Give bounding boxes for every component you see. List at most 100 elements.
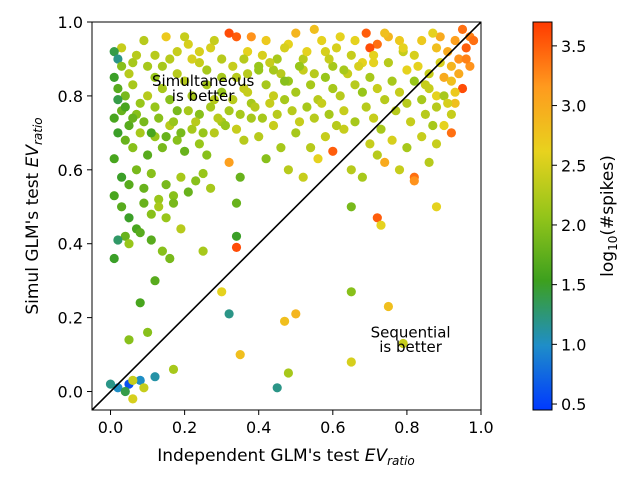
- colorbar-tick-label-0: 0.5: [561, 395, 586, 414]
- data-point-276: [443, 98, 453, 108]
- data-point-213: [157, 61, 167, 71]
- data-point-261: [294, 117, 305, 127]
- data-point-2: [450, 35, 460, 46]
- data-point-150: [109, 154, 119, 164]
- data-point-229: [383, 58, 393, 68]
- data-point-231: [413, 61, 423, 71]
- data-point-108: [172, 135, 182, 145]
- y-tick-label-5: 1.0: [58, 13, 83, 32]
- colorbar-ticks: 0.5 1.0 1.5 2.0 2.5 3.0 3.5: [552, 37, 586, 414]
- data-point-27: [291, 28, 301, 38]
- data-point-128: [320, 132, 330, 142]
- data-point-250: [213, 113, 223, 123]
- data-point-183: [231, 242, 242, 252]
- data-point-192: [150, 372, 160, 382]
- data-point-19: [365, 43, 375, 53]
- data-point-187: [150, 276, 160, 286]
- colorbar-tick-label-2: 1.5: [561, 276, 586, 295]
- data-point-264: [317, 98, 327, 108]
- data-point-125: [298, 172, 308, 182]
- data-point-59: [150, 102, 160, 112]
- data-point-73: [254, 65, 264, 75]
- data-point-206: [283, 368, 293, 378]
- data-point-270: [369, 113, 379, 123]
- data-point-184: [235, 172, 245, 182]
- data-point-37: [194, 58, 204, 68]
- colorbar-tick-label-6: 3.5: [561, 37, 586, 56]
- data-point-218: [228, 61, 238, 71]
- data-point-246: [183, 106, 193, 116]
- data-point-278: [461, 54, 471, 64]
- data-point-174: [120, 231, 130, 241]
- data-point-26: [298, 54, 308, 64]
- data-point-176: [124, 239, 134, 249]
- y-tick-label-0: 0.0: [58, 383, 83, 402]
- data-point-236: [465, 61, 475, 71]
- annotation-1: is better: [172, 87, 235, 105]
- data-point-86: [350, 80, 360, 90]
- data-point-58: [143, 91, 153, 101]
- data-point-200: [128, 375, 138, 385]
- data-point-295: [265, 58, 275, 68]
- data-point-82: [320, 72, 330, 82]
- data-point-143: [439, 120, 449, 131]
- data-point-165: [117, 202, 127, 212]
- data-point-273: [406, 117, 416, 127]
- y-axis-ticks: 0.0 0.2 0.4 0.6 0.8 1.0: [58, 13, 92, 402]
- data-point-99: [446, 109, 456, 119]
- data-point-50: [113, 83, 123, 94]
- data-point-135: [380, 157, 390, 167]
- data-point-219: [243, 69, 253, 79]
- data-point-190: [124, 335, 134, 345]
- data-point-164: [109, 191, 119, 201]
- data-point-10: [439, 72, 449, 82]
- x-tick-label-4: 0.8: [394, 418, 419, 437]
- data-point-240: [139, 117, 149, 127]
- data-point-275: [428, 120, 438, 131]
- data-point-202: [224, 309, 234, 319]
- data-point-160: [183, 187, 193, 197]
- data-point-260: [287, 106, 297, 116]
- data-point-88: [365, 72, 375, 82]
- data-point-123: [283, 165, 293, 175]
- data-point-29: [272, 54, 282, 64]
- data-point-166: [124, 213, 134, 223]
- data-point-41: [150, 50, 160, 60]
- data-point-172: [168, 198, 179, 208]
- data-point-208: [346, 357, 356, 367]
- data-point-263: [309, 113, 319, 123]
- data-point-62: [172, 106, 182, 116]
- data-point-224: [309, 69, 319, 79]
- data-point-39: [172, 47, 182, 57]
- data-point-226: [339, 65, 349, 75]
- data-point-121: [268, 120, 279, 131]
- data-point-204: [272, 383, 282, 393]
- data-point-140: [417, 132, 427, 142]
- data-point-66: [202, 80, 212, 90]
- y-axis-label: Simul GLM's test EVratio: [23, 117, 45, 314]
- data-point-217: [217, 72, 227, 82]
- data-point-95: [417, 95, 427, 105]
- data-point-283: [417, 35, 427, 46]
- data-point-103: [135, 128, 145, 138]
- data-point-109: [180, 146, 190, 156]
- colorbar-tick-label-1: 1.0: [561, 335, 586, 354]
- x-tick-label-3: 0.6: [320, 418, 345, 437]
- data-point-112: [202, 150, 212, 160]
- data-point-244: [168, 117, 179, 127]
- data-point-237: [113, 95, 123, 105]
- x-tick-label-0: 0.0: [98, 418, 123, 437]
- data-point-285: [317, 35, 327, 46]
- data-point-207: [291, 309, 301, 319]
- data-point-76: [276, 69, 286, 79]
- data-point-158: [168, 191, 179, 201]
- data-point-287: [246, 32, 256, 42]
- data-point-42: [139, 35, 149, 46]
- data-point-157: [161, 180, 171, 190]
- annotation-2: Sequential: [371, 323, 451, 341]
- y-tick-label-4: 0.8: [58, 87, 83, 106]
- data-point-203: [235, 350, 245, 360]
- data-point-169: [146, 209, 156, 219]
